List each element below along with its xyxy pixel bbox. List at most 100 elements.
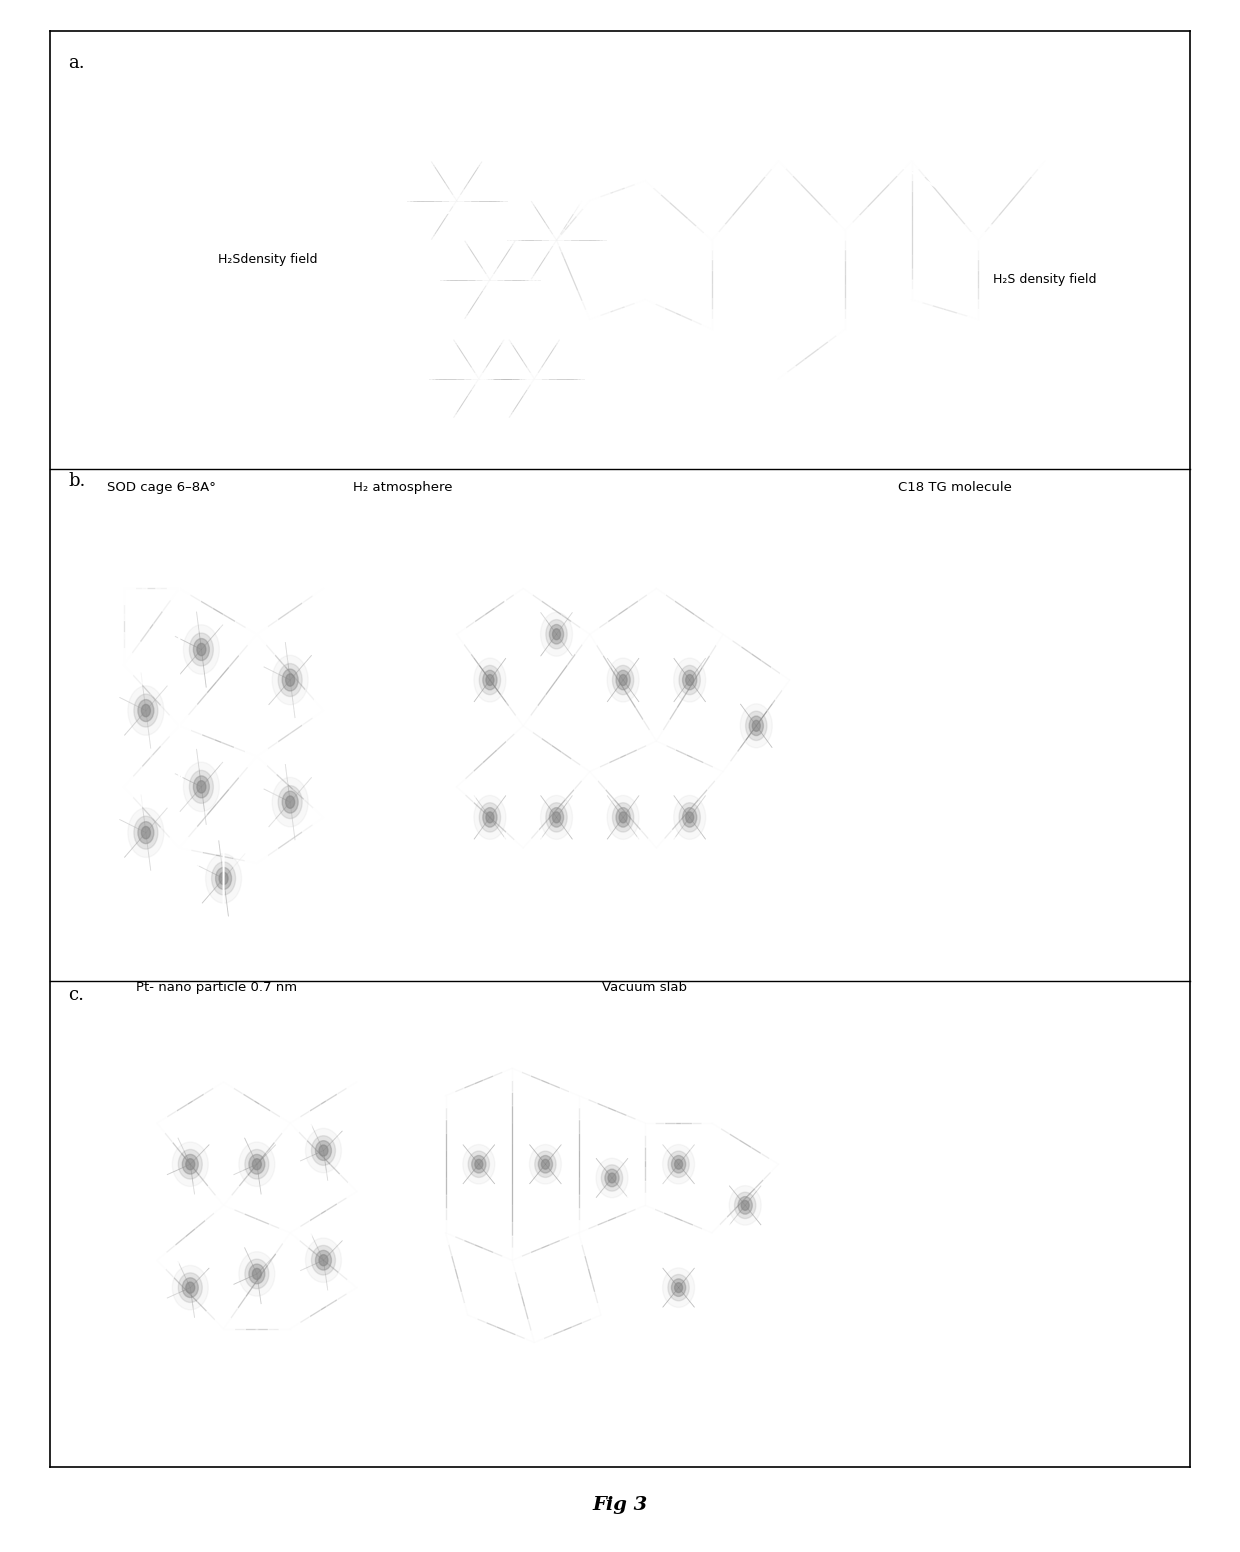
Circle shape — [646, 728, 666, 754]
Circle shape — [878, 348, 946, 410]
Circle shape — [446, 351, 511, 407]
Circle shape — [1044, 200, 1112, 261]
Circle shape — [900, 152, 923, 171]
Circle shape — [305, 1238, 341, 1282]
Circle shape — [569, 607, 610, 663]
Circle shape — [667, 1178, 756, 1288]
Text: c.: c. — [68, 986, 84, 1004]
Circle shape — [286, 539, 360, 639]
Circle shape — [569, 380, 632, 436]
Circle shape — [1038, 402, 1052, 414]
Circle shape — [512, 239, 518, 244]
Circle shape — [58, 1192, 100, 1246]
Circle shape — [494, 332, 513, 349]
Circle shape — [108, 1198, 207, 1322]
Circle shape — [424, 172, 489, 230]
Circle shape — [543, 228, 570, 253]
Circle shape — [657, 112, 701, 151]
Circle shape — [702, 1111, 722, 1135]
Circle shape — [172, 1142, 208, 1186]
Circle shape — [255, 1190, 325, 1276]
Circle shape — [216, 868, 232, 889]
Circle shape — [393, 188, 420, 213]
Circle shape — [890, 281, 934, 318]
Circle shape — [268, 1302, 312, 1355]
Circle shape — [729, 1186, 761, 1225]
Circle shape — [346, 1274, 367, 1301]
Circle shape — [503, 411, 516, 422]
Circle shape — [686, 812, 693, 823]
Circle shape — [17, 1279, 141, 1432]
Circle shape — [440, 327, 467, 352]
Circle shape — [967, 310, 990, 329]
Circle shape — [568, 300, 611, 338]
Circle shape — [273, 778, 308, 827]
Circle shape — [624, 161, 667, 200]
Circle shape — [423, 1260, 512, 1370]
Circle shape — [311, 573, 335, 604]
Circle shape — [203, 683, 310, 830]
Text: H₂Sdensity field: H₂Sdensity field — [218, 208, 485, 267]
Circle shape — [929, 275, 1028, 363]
Circle shape — [515, 366, 543, 391]
Circle shape — [636, 714, 677, 768]
Circle shape — [501, 196, 513, 206]
Circle shape — [537, 276, 543, 282]
Circle shape — [672, 1279, 686, 1296]
Circle shape — [12, 1136, 146, 1302]
Circle shape — [184, 625, 219, 674]
Text: H₂S density field: H₂S density field — [894, 163, 1096, 286]
Circle shape — [0, 1099, 177, 1339]
Circle shape — [278, 785, 303, 818]
Circle shape — [482, 670, 497, 689]
Circle shape — [745, 711, 766, 740]
Circle shape — [1105, 393, 1118, 405]
Circle shape — [446, 621, 466, 649]
Circle shape — [36, 1304, 122, 1409]
Circle shape — [608, 1173, 616, 1183]
Circle shape — [579, 390, 622, 428]
Circle shape — [430, 272, 450, 289]
Circle shape — [319, 1254, 327, 1266]
Circle shape — [1097, 386, 1126, 411]
Circle shape — [608, 796, 639, 840]
Circle shape — [448, 335, 460, 346]
Circle shape — [492, 228, 521, 253]
Circle shape — [434, 275, 446, 286]
Circle shape — [503, 560, 543, 616]
Circle shape — [506, 337, 512, 343]
Circle shape — [1090, 379, 1133, 417]
Circle shape — [692, 1209, 732, 1257]
Circle shape — [596, 1158, 627, 1198]
Circle shape — [123, 1218, 191, 1302]
Text: a.: a. — [68, 54, 84, 73]
Circle shape — [613, 666, 634, 695]
Circle shape — [418, 149, 446, 175]
Circle shape — [662, 1268, 694, 1307]
Circle shape — [582, 1291, 620, 1339]
Circle shape — [482, 807, 497, 827]
Circle shape — [692, 1099, 732, 1147]
Circle shape — [1030, 396, 1059, 421]
Circle shape — [613, 802, 634, 832]
Circle shape — [246, 618, 269, 650]
Circle shape — [108, 1062, 207, 1184]
Circle shape — [425, 376, 432, 382]
Circle shape — [202, 1302, 246, 1355]
Circle shape — [527, 372, 542, 385]
Circle shape — [449, 1291, 487, 1339]
Circle shape — [678, 210, 746, 270]
Circle shape — [944, 289, 1012, 349]
Circle shape — [182, 1155, 198, 1175]
Circle shape — [862, 334, 961, 424]
Circle shape — [213, 1192, 234, 1218]
Circle shape — [221, 584, 294, 684]
Circle shape — [503, 237, 510, 244]
Circle shape — [624, 281, 667, 318]
Circle shape — [112, 649, 135, 681]
Circle shape — [436, 759, 477, 815]
Circle shape — [645, 101, 713, 161]
Circle shape — [481, 1223, 543, 1297]
Circle shape — [179, 1150, 202, 1180]
Circle shape — [135, 1234, 179, 1287]
